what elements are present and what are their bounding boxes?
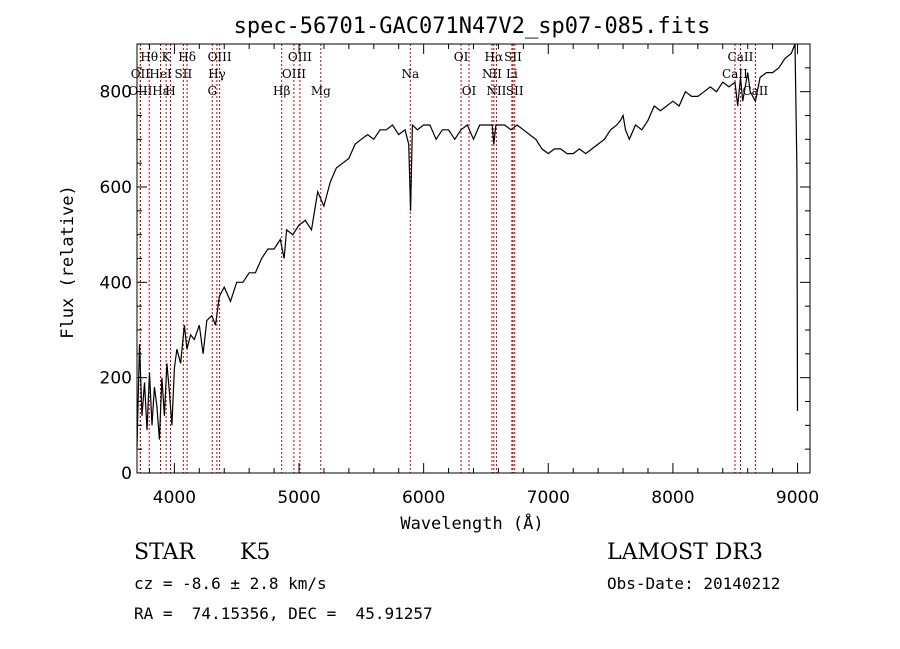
x-tick-label: 9000 <box>776 488 819 508</box>
line-label: Hβ <box>273 84 290 98</box>
line-label: OIII <box>282 67 306 81</box>
line-label: SII <box>175 67 193 81</box>
y-tick-label: 200 <box>100 369 132 389</box>
obs-date: Obs-Date: 20140212 <box>607 574 781 593</box>
line-label: H <box>165 84 175 98</box>
line-label: Hθ <box>140 50 158 64</box>
line-label: Hα <box>485 50 504 64</box>
x-tick-label: 8000 <box>651 488 694 508</box>
line-label: Na <box>401 67 419 81</box>
line-label: OIII <box>288 50 312 64</box>
line-label: OI <box>462 84 477 98</box>
series-layer <box>136 43 799 447</box>
line-label: Li <box>506 67 518 81</box>
line-label: OIII <box>208 50 232 64</box>
x-tick-label: 5000 <box>277 488 320 508</box>
y-tick-label: 400 <box>100 273 132 293</box>
y-tick-label: 600 <box>100 178 132 198</box>
line-label: CaII <box>722 67 748 81</box>
plot-frame <box>136 43 811 474</box>
chart-title: spec-56701-GAC071N47V2_sp07-085.fits <box>234 14 711 39</box>
line-label: NII <box>482 67 502 81</box>
line-label: OIII <box>128 84 152 98</box>
y-tick-label: 800 <box>100 83 132 103</box>
x-tick-label: 7000 <box>527 488 570 508</box>
line-label: OI <box>454 50 469 64</box>
line-label: CaII <box>742 84 768 98</box>
line-label: Hγ <box>208 67 226 81</box>
line-label: Hδ <box>178 50 196 64</box>
x-tick-label: 6000 <box>402 488 445 508</box>
line-label: Hε <box>152 84 169 98</box>
line-label: K <box>162 50 172 64</box>
x-axis-label: Wavelength (Å) <box>400 512 543 534</box>
coordinates-line: RA = 74.15356, DEC = 45.91257 <box>134 604 433 623</box>
object-subclass: K5 <box>240 540 271 565</box>
line-label: NII <box>486 84 506 98</box>
axis-ticks: 4000 5000 6000 7000 8000 9000 0 200 400 600 800 <box>100 43 819 508</box>
series-line-flux <box>136 43 799 447</box>
line-label: SII <box>506 84 524 98</box>
line-label: OII <box>131 67 151 81</box>
line-label: HeI <box>149 67 172 81</box>
line-label: G <box>207 84 217 98</box>
line-label: SII <box>504 50 522 64</box>
line-label: Mg <box>311 84 331 98</box>
object-class: STAR <box>134 540 195 565</box>
y-axis-label: Flux (relative) <box>58 185 78 339</box>
survey-name: LAMOST DR3 <box>607 540 763 565</box>
line-label: CaII <box>728 50 754 64</box>
x-tick-label: 4000 <box>153 488 196 508</box>
redshift-line: cz = -8.6 ± 2.8 km/s <box>134 574 327 593</box>
y-tick-label: 0 <box>121 464 132 484</box>
